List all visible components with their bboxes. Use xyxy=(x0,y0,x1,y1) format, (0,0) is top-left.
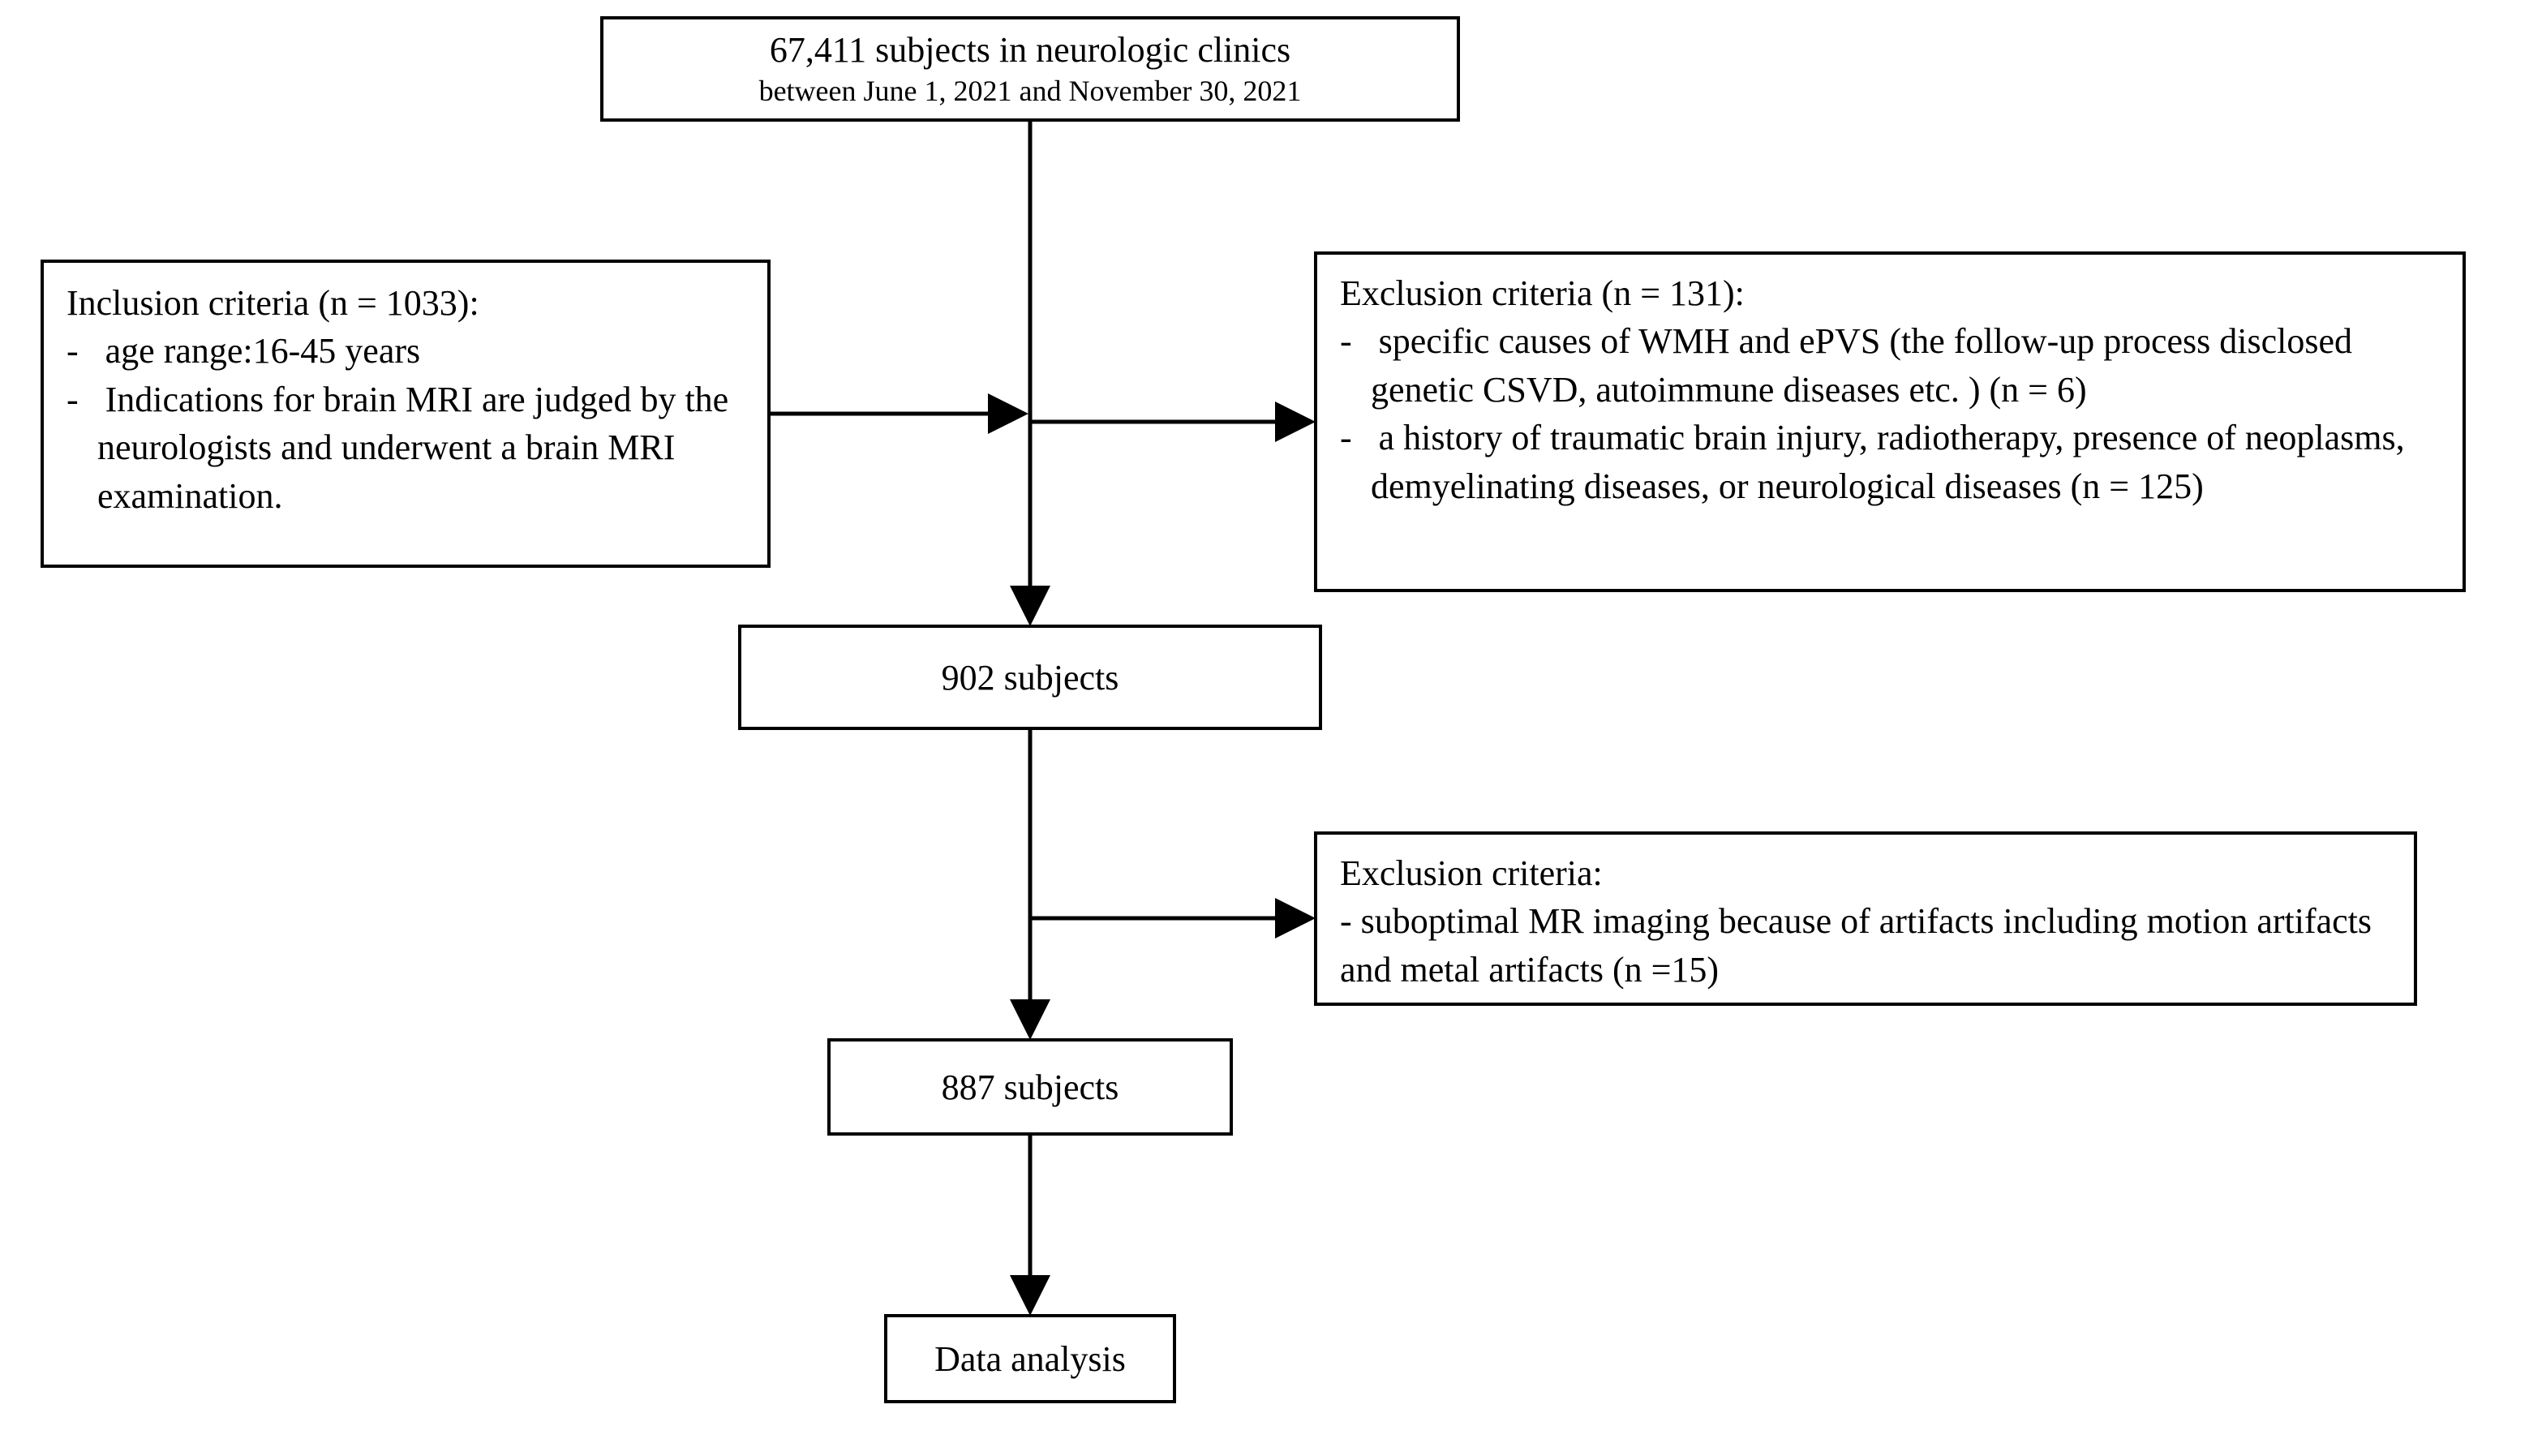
node-final: Data analysis xyxy=(884,1314,1176,1403)
node-inclusion: Inclusion criteria (n = 1033): - age ran… xyxy=(41,260,771,568)
flowchart-canvas: 67,411 subjects in neurologic clinics be… xyxy=(0,0,2542,1456)
start-title: 67,411 subjects in neurologic clinics xyxy=(770,28,1290,72)
node-887-text: 887 subjects xyxy=(942,1067,1119,1108)
exclusion1-heading: Exclusion criteria (n = 131): xyxy=(1340,269,2440,317)
node-exclusion-2: Exclusion criteria: - suboptimal MR imag… xyxy=(1314,831,2417,1006)
inclusion-bullet-1: - age range:16-45 years xyxy=(67,327,745,375)
inclusion-bullet-2: - Indications for brain MRI are judged b… xyxy=(67,376,745,520)
node-902: 902 subjects xyxy=(738,625,1322,730)
inclusion-heading: Inclusion criteria (n = 1033): xyxy=(67,279,745,327)
exclusion1-bullet-2: - a history of traumatic brain injury, r… xyxy=(1340,414,2440,510)
node-start: 67,411 subjects in neurologic clinics be… xyxy=(600,16,1460,122)
exclusion2-heading: Exclusion criteria: xyxy=(1340,849,2391,897)
start-subtitle: between June 1, 2021 and November 30, 20… xyxy=(759,72,1302,110)
exclusion2-line: - suboptimal MR imaging because of artif… xyxy=(1340,897,2391,994)
node-887: 887 subjects xyxy=(827,1038,1233,1136)
node-exclusion-1: Exclusion criteria (n = 131): - specific… xyxy=(1314,251,2466,592)
exclusion1-bullet-1: - specific causes of WMH and ePVS (the f… xyxy=(1340,317,2440,414)
node-902-text: 902 subjects xyxy=(942,657,1119,698)
node-final-text: Data analysis xyxy=(934,1338,1126,1380)
